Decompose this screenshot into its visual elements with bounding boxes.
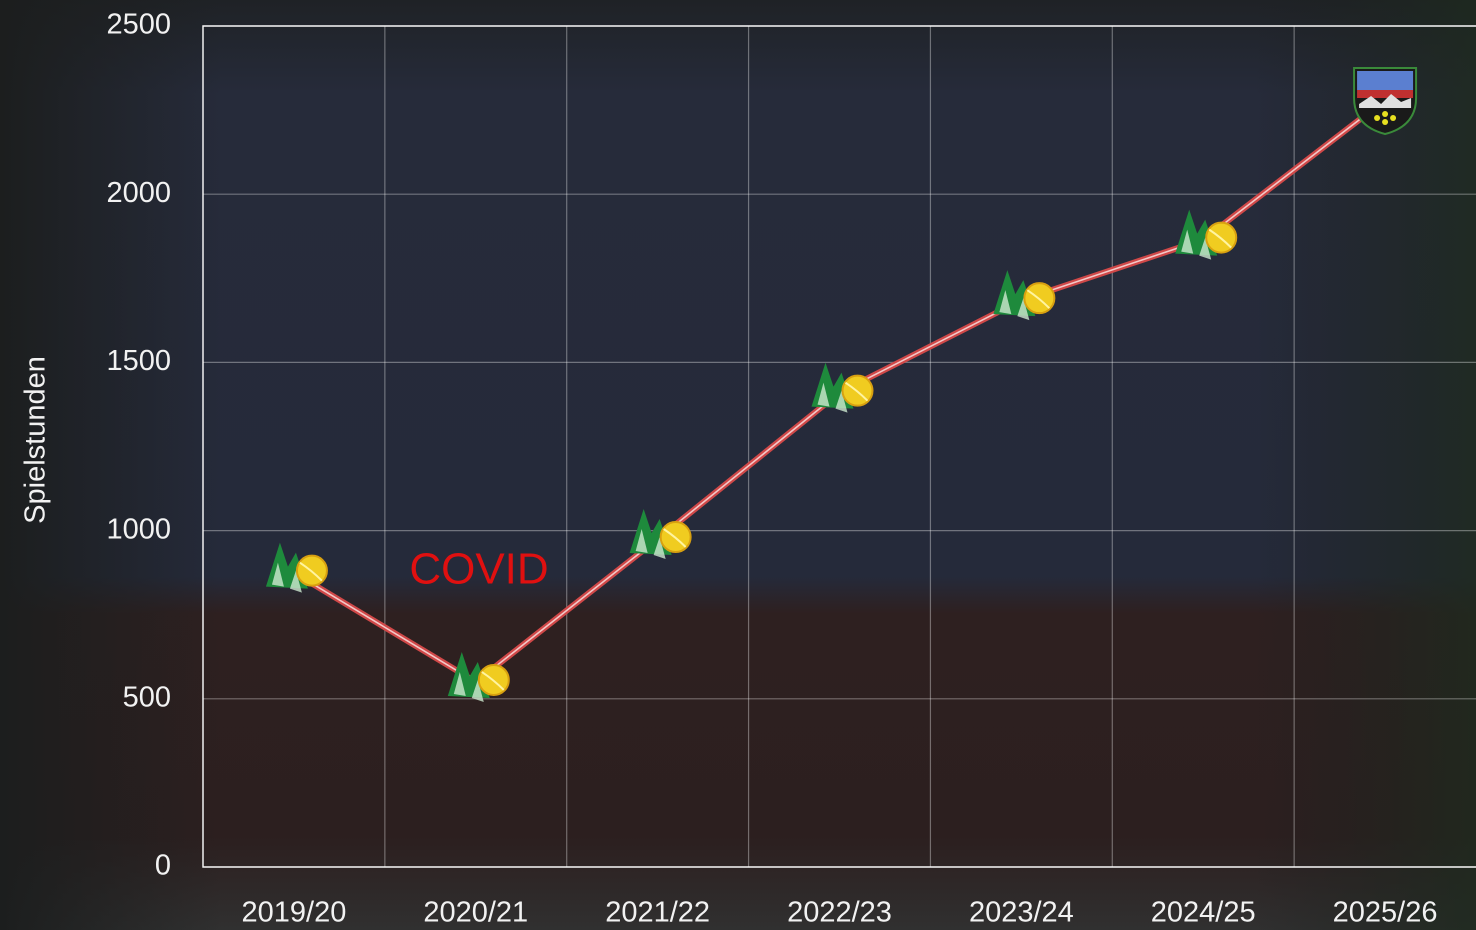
x-tick-label: 2022/23 [787,897,892,929]
annotation: COVID [409,545,548,594]
shield-ball [1390,115,1397,122]
marker-snow [817,382,848,413]
plot-area: 0 500 1000 1500 2000 2500 2019/20 2020/21 2021/2… [106,9,1476,929]
marker-ball-seam [663,528,687,548]
y-tick-label: 0 [155,850,171,882]
x-tick-label: 2024/25 [1151,897,1256,929]
x-tick-label: 2023/24 [969,897,1074,929]
y-tick-label: 2000 [106,177,171,209]
marker-ball-seam [299,561,323,582]
marker-snow [1181,229,1212,260]
marker [993,270,1056,321]
shield-top [1357,71,1414,91]
marker-snow [453,671,484,702]
marker [629,509,692,560]
shield-ball [1382,111,1389,118]
marker-snow [271,562,302,593]
shield-mountains [1359,94,1412,109]
y-tick-label: 2500 [106,9,171,41]
marker-ball-seam [1026,289,1051,309]
marker [447,651,510,702]
x-tick-label: 2019/20 [242,897,347,929]
x-tick-label: 2021/22 [605,897,710,929]
marker [1175,209,1238,260]
y-tick-label: 1500 [106,345,171,377]
plot-frame [202,25,1476,868]
y-axis-label: Spielstunden [20,356,52,524]
y-tick-label: 500 [123,681,171,713]
y-tick-label: 1000 [106,513,171,545]
marker [265,542,328,593]
x-tick-label: 2025/26 [1333,897,1438,929]
marker-ball-seam [1208,228,1232,249]
marker-ball-seam [481,671,505,691]
marker [811,362,874,413]
marker-ball-seam [844,381,869,402]
x-tick-label: 2020/21 [423,897,528,929]
marker-snow [635,529,666,560]
marker-snow [999,290,1030,321]
shield-ball [1374,115,1381,122]
logo-marker [1353,67,1418,136]
shield-band [1357,90,1414,99]
shield-ball [1382,119,1389,126]
